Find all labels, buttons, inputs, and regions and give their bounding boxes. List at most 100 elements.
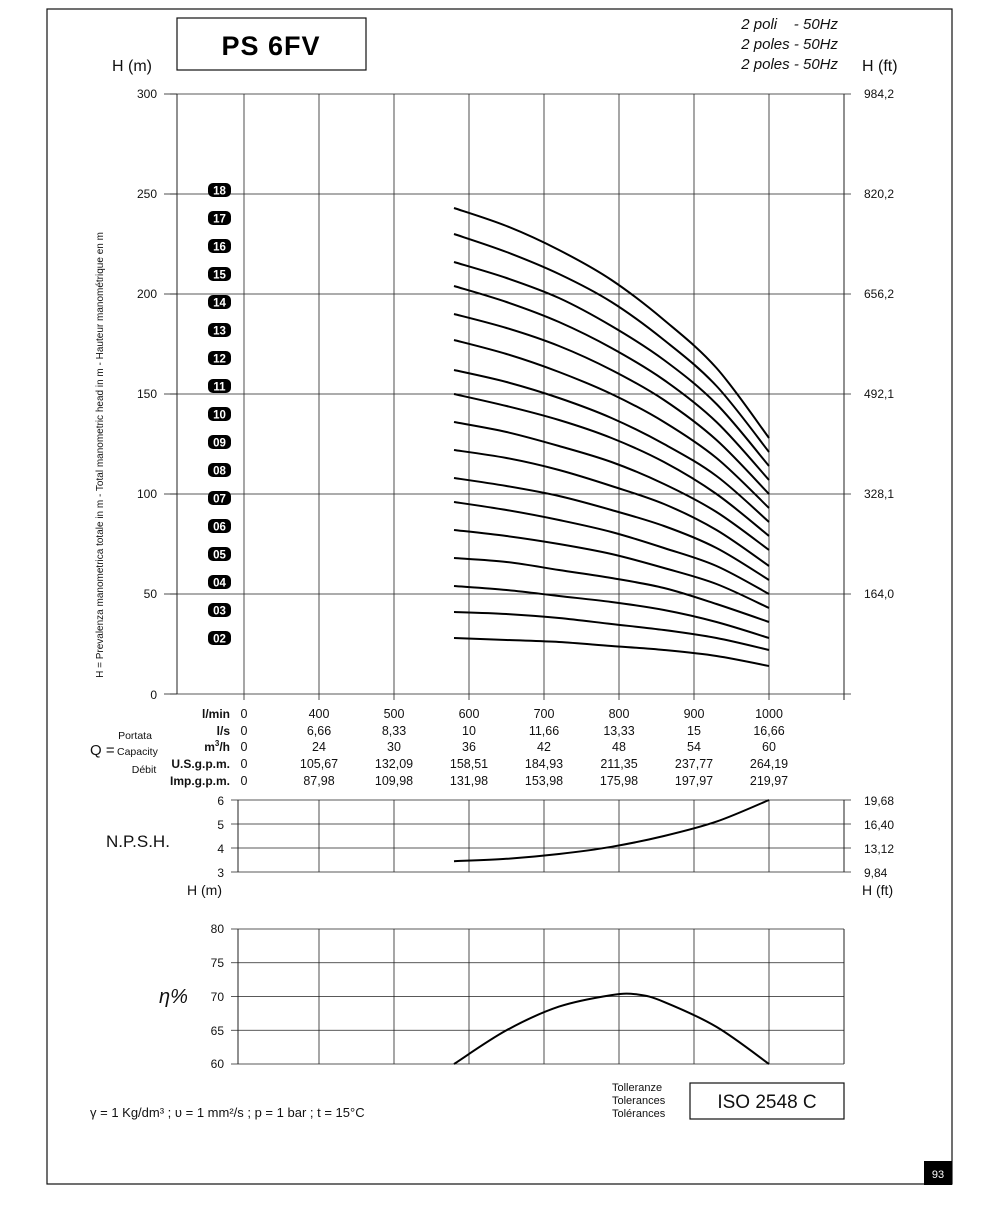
npsh-ft-tick: 13,12 bbox=[864, 842, 894, 856]
flow-row-unit: Imp.g.p.m. bbox=[170, 774, 230, 788]
npsh-curve-group bbox=[453, 799, 770, 863]
flow-cell: 11,66 bbox=[529, 724, 559, 738]
stage-badge-label: 14 bbox=[213, 298, 226, 310]
head-curve-07 bbox=[453, 501, 770, 595]
flow-row: U.S.g.p.m. 0 105,67 132,09 158,51 184,93 211,3… bbox=[171, 757, 788, 771]
stage-badge-label: 04 bbox=[213, 578, 226, 590]
head-chart: H (m) H (ft) H = Prevalenza manometrica … bbox=[95, 58, 898, 702]
stage-badge-label: 07 bbox=[213, 494, 226, 506]
stage-badge-16: 16 bbox=[208, 239, 231, 254]
stage-badge-bg bbox=[208, 575, 231, 589]
head-ft-tick: 984,2 bbox=[864, 87, 894, 101]
npsh-ft-tick: 19,68 bbox=[864, 794, 894, 808]
head-curve-13 bbox=[453, 339, 770, 509]
stage-badge-bg bbox=[208, 407, 231, 421]
stage-badge-bg bbox=[208, 603, 231, 617]
stage-badge-14: 14 bbox=[208, 295, 231, 310]
page-frame bbox=[46, 8, 953, 1185]
flow-row: Imp.g.p.m. 0 87,98 109,98 131,98 153,98 175,98… bbox=[170, 774, 788, 788]
efficiency-curve bbox=[453, 992, 770, 1065]
stage-badge-label: 09 bbox=[213, 438, 226, 450]
npsh-y-tick: 4 bbox=[217, 842, 224, 856]
stage-badge-15: 15 bbox=[208, 267, 231, 282]
npsh-y-tick: 5 bbox=[217, 818, 224, 832]
flow-cell: 10 bbox=[462, 724, 476, 738]
stage-badge-label: 13 bbox=[213, 326, 226, 338]
head-y-tick: 0 bbox=[150, 688, 157, 702]
stage-badge-bg bbox=[208, 491, 231, 505]
stage-badge-bg bbox=[208, 239, 231, 253]
flow-cell: 131,98 bbox=[450, 774, 488, 788]
head-y-tick: 200 bbox=[137, 287, 157, 301]
stage-badge-02: 02 bbox=[208, 631, 231, 646]
stage-badge-label: 06 bbox=[213, 522, 226, 534]
head-ft-tick: 164,0 bbox=[864, 587, 894, 601]
stage-badge-label: 02 bbox=[213, 634, 226, 646]
stage-badge-18: 18 bbox=[208, 183, 231, 198]
frequency-line-2: 2 poles - 50Hz bbox=[740, 36, 838, 53]
flow-cell: 175,98 bbox=[600, 774, 638, 788]
stage-badge-05: 05 bbox=[208, 547, 231, 562]
flow-cell: 600 bbox=[459, 707, 480, 721]
q-name-portata: Portata bbox=[118, 730, 152, 742]
flow-cell: 0 bbox=[241, 740, 248, 754]
operating-conditions: γ = 1 Kg/dm³ ; υ = 1 mm²/s ; p = 1 bar ;… bbox=[90, 1105, 365, 1120]
flow-cell: 16,66 bbox=[753, 724, 784, 738]
flow-cell: 0 bbox=[241, 757, 248, 771]
head-curve-15 bbox=[453, 285, 770, 481]
head-ft-ticks: 984,2 820,2 656,2 492,1 328,1 164,0 bbox=[864, 87, 894, 601]
flow-row: l/min 0 400 500 600 700 800 900 1000 bbox=[202, 707, 783, 721]
tolerance-standard: ISO 2548 C bbox=[717, 1092, 816, 1113]
flow-cell: 42 bbox=[537, 740, 551, 754]
head-ft-tick: 656,2 bbox=[864, 287, 894, 301]
frequency-line-3: 2 poles - 50Hz bbox=[740, 56, 838, 73]
head-axis-title: H = Prevalenza manometrica totale in m -… bbox=[95, 232, 106, 678]
flow-row-unit: m3/h bbox=[204, 739, 230, 754]
stage-badge-bg bbox=[208, 183, 231, 197]
efficiency-label: η% bbox=[159, 986, 188, 1008]
head-y-tick: 150 bbox=[137, 387, 157, 401]
stage-badge-label: 16 bbox=[213, 242, 226, 254]
flow-row-unit: l/min bbox=[202, 707, 230, 721]
head-curve-04 bbox=[453, 585, 770, 639]
efficiency-y-tick: 80 bbox=[211, 922, 225, 936]
efficiency-curve-group bbox=[453, 992, 770, 1065]
head-y-tick: 250 bbox=[137, 187, 157, 201]
page-number-tab bbox=[924, 1161, 952, 1185]
stage-badge-label: 03 bbox=[213, 606, 226, 618]
head-curve-02 bbox=[453, 637, 770, 667]
stage-badge-09: 09 bbox=[208, 435, 231, 450]
stage-badge-bg bbox=[208, 463, 231, 477]
flow-cell: 24 bbox=[312, 740, 326, 754]
stage-badge-10: 10 bbox=[208, 407, 231, 422]
stage-badge-bg bbox=[208, 379, 231, 393]
flow-row: l/s 0 6,66 8,33 10 11,66 13,33 15 16,66 bbox=[217, 724, 785, 738]
stage-badge-label: 10 bbox=[213, 410, 226, 422]
stage-badge-bg bbox=[208, 519, 231, 533]
stage-badge-label: 17 bbox=[213, 214, 226, 226]
efficiency-y-tick: 60 bbox=[211, 1057, 225, 1071]
stage-badge-08: 08 bbox=[208, 463, 231, 478]
stage-badge-11: 11 bbox=[208, 379, 231, 394]
flow-cell: 60 bbox=[762, 740, 776, 754]
efficiency-y-tick: 75 bbox=[211, 956, 225, 970]
npsh-chart: N.P.S.H. H (m) H (ft) 6 5 4 3 19,68 16,4… bbox=[106, 794, 894, 898]
npsh-label: N.P.S.H. bbox=[106, 832, 170, 851]
head-curve-03 bbox=[453, 611, 770, 651]
stage-badge-bg bbox=[208, 547, 231, 561]
flow-cell: 36 bbox=[462, 740, 476, 754]
flow-cell: 13,33 bbox=[603, 724, 634, 738]
model-title: PS 6FV bbox=[221, 31, 320, 61]
head-unit-left: H (m) bbox=[112, 58, 152, 75]
head-curve-06 bbox=[453, 529, 770, 609]
flow-cell: 400 bbox=[309, 707, 330, 721]
frequency-line-1: 2 poli - 50Hz bbox=[740, 16, 838, 33]
npsh-grid bbox=[231, 799, 851, 873]
head-curve-10 bbox=[453, 421, 770, 551]
npsh-y-tick: 3 bbox=[217, 866, 224, 880]
stage-badge-13: 13 bbox=[208, 323, 231, 338]
flow-cell: 0 bbox=[241, 724, 248, 738]
head-ft-tick: 328,1 bbox=[864, 487, 894, 501]
model-box bbox=[176, 17, 367, 71]
